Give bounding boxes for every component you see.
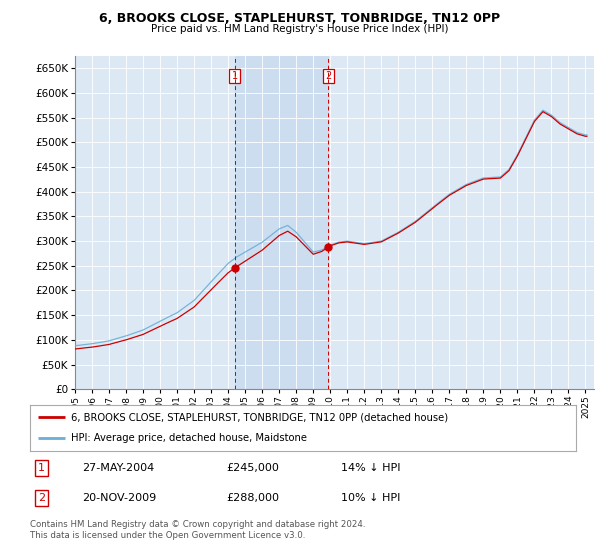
- Bar: [235, 56, 328, 389]
- Text: Price paid vs. HM Land Registry's House Price Index (HPI): Price paid vs. HM Land Registry's House …: [151, 24, 449, 34]
- Text: 1: 1: [232, 71, 238, 81]
- Text: 1: 1: [38, 463, 45, 473]
- Text: HPI: Average price, detached house, Maidstone: HPI: Average price, detached house, Maid…: [71, 433, 307, 444]
- Text: 6, BROOKS CLOSE, STAPLEHURST, TONBRIDGE, TN12 0PP (detached house): 6, BROOKS CLOSE, STAPLEHURST, TONBRIDGE,…: [71, 412, 448, 422]
- Text: 27-MAY-2004: 27-MAY-2004: [82, 463, 154, 473]
- Text: £288,000: £288,000: [227, 493, 280, 503]
- Text: 10% ↓ HPI: 10% ↓ HPI: [341, 493, 401, 503]
- Text: 2: 2: [38, 493, 46, 503]
- Text: 20-NOV-2009: 20-NOV-2009: [82, 493, 156, 503]
- Text: 6, BROOKS CLOSE, STAPLEHURST, TONBRIDGE, TN12 0PP: 6, BROOKS CLOSE, STAPLEHURST, TONBRIDGE,…: [100, 12, 500, 25]
- Text: 2: 2: [325, 71, 331, 81]
- Text: Contains HM Land Registry data © Crown copyright and database right 2024.
This d: Contains HM Land Registry data © Crown c…: [30, 520, 365, 540]
- Text: £245,000: £245,000: [227, 463, 280, 473]
- Text: 14% ↓ HPI: 14% ↓ HPI: [341, 463, 401, 473]
